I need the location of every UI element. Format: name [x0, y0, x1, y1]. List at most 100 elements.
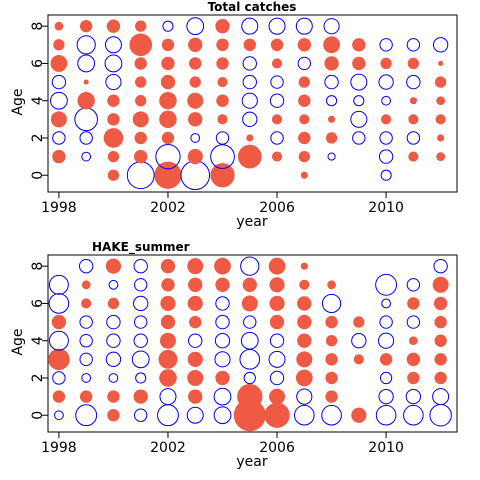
residual-bubble [216, 94, 229, 107]
x-tick-label: 2002 [150, 440, 186, 456]
residual-bubble [351, 333, 367, 349]
residual-bubble [435, 114, 446, 125]
residual-bubble [436, 152, 446, 161]
x-tick-label: 2002 [150, 200, 186, 216]
residual-bubble [433, 296, 448, 311]
residual-bubble [409, 97, 417, 105]
residual-bubble [77, 54, 96, 73]
y-tick-label: 8 [30, 22, 46, 31]
residual-bubble [243, 315, 257, 329]
residual-bubble [103, 128, 124, 148]
residual-bubble [215, 296, 230, 311]
residual-bubble [327, 115, 336, 123]
residual-bubble [378, 388, 394, 405]
residual-bubble [48, 293, 70, 314]
residual-bubble [378, 74, 394, 90]
residual-bubble [48, 330, 69, 351]
residual-bubble [79, 334, 93, 348]
residual-bubble [240, 331, 259, 350]
residual-bubble [214, 257, 231, 275]
bubble-series [50, 17, 449, 191]
residual-bubble [188, 112, 203, 127]
residual-bubble [135, 95, 147, 107]
residual-bubble [160, 74, 176, 90]
residual-bubble [379, 315, 393, 329]
residual-bubble [81, 151, 92, 162]
residual-bubble [79, 390, 93, 403]
residual-bubble [187, 369, 204, 386]
residual-bubble [406, 352, 421, 367]
residual-bubble [299, 279, 310, 290]
residual-bubble [213, 406, 232, 425]
residual-bubble [210, 144, 235, 169]
residual-bubble [352, 56, 366, 71]
residual-bubble [108, 373, 119, 383]
axis-ticks: 1998 2002 2006 2010 0 2 4 6 8 [30, 22, 404, 216]
residual-bubble [161, 278, 175, 292]
residual-bubble [129, 33, 153, 57]
residual-bubble [296, 351, 313, 368]
residual-bubble [325, 132, 338, 144]
residual-bubble [105, 258, 122, 274]
x-tick-label: 2006 [259, 200, 295, 216]
residual-bubble [353, 95, 365, 107]
residual-bubble [76, 35, 96, 55]
residual-bubble [351, 407, 367, 423]
residual-bubble [108, 279, 119, 290]
residual-bubble [324, 56, 339, 71]
residual-bubble [379, 353, 393, 366]
residual-bubble [215, 314, 230, 330]
residual-bubble [406, 315, 421, 329]
y-tick-label: 6 [30, 299, 46, 308]
residual-bubble [210, 163, 235, 188]
residual-bubble [326, 95, 338, 107]
residual-bubble [241, 92, 258, 109]
residual-bubble [52, 149, 66, 164]
residual-bubble [51, 74, 67, 90]
residual-bubble [434, 353, 447, 366]
y-tick-label: 2 [30, 134, 46, 143]
residual-bubble [106, 333, 121, 348]
residual-bubble [243, 371, 256, 385]
residual-bubble [53, 39, 65, 51]
residual-bubble [321, 404, 342, 426]
residual-bubble [213, 387, 232, 406]
residual-bubble [214, 333, 231, 349]
residual-bubble [52, 390, 66, 403]
residual-bubble [107, 390, 120, 403]
residual-bubble [215, 19, 230, 34]
y-tick-label: 0 [30, 411, 46, 420]
residual-bubble [239, 349, 261, 370]
residual-bubble [133, 333, 148, 348]
residual-bubble [157, 404, 179, 427]
residual-bubble [188, 37, 203, 52]
x-tick-label: 1998 [41, 200, 77, 216]
residual-bubble [160, 295, 176, 312]
y-tick-label: 6 [30, 59, 46, 68]
residual-bubble [81, 373, 92, 383]
residual-bubble [159, 369, 177, 387]
plot-frame [47, 254, 458, 433]
residual-bubble [353, 354, 364, 365]
residual-bubble [299, 114, 310, 125]
residual-bubble [434, 76, 447, 88]
residual-bubble [297, 333, 312, 348]
residual-bubble [237, 144, 262, 169]
y-axis-label: Age [10, 88, 26, 115]
residual-bubble [135, 76, 147, 88]
residual-bubble [353, 316, 365, 328]
residual-bubble [270, 38, 284, 52]
residual-bubble [434, 334, 447, 347]
residual-bubble [270, 75, 284, 89]
residual-bubble [323, 18, 340, 35]
residual-bubble [403, 404, 424, 426]
x-tick-label: 1998 [41, 440, 77, 456]
residual-bubble [295, 369, 313, 387]
residual-bubble [188, 333, 203, 348]
residual-bubble [327, 280, 336, 290]
residual-bubble [270, 131, 284, 145]
residual-bubble [432, 37, 449, 53]
residual-bubble [107, 409, 120, 422]
y-tick-label: 4 [30, 96, 46, 105]
